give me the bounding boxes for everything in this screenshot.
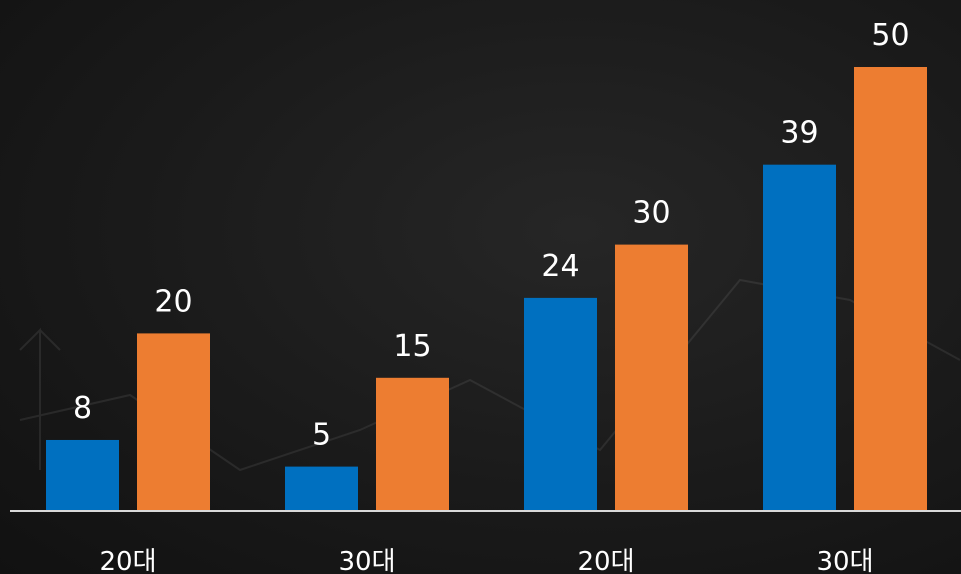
bar-3-series-2 bbox=[615, 244, 688, 511]
bars-group bbox=[46, 67, 927, 511]
x-tick-label-4: 30대 bbox=[816, 547, 873, 574]
data-label-3-series-1: 24 bbox=[541, 249, 579, 284]
bar-2-series-2 bbox=[376, 377, 449, 511]
data-label-1-series-2: 20 bbox=[154, 284, 192, 319]
data-label-3-series-2: 30 bbox=[632, 196, 670, 231]
data-label-1-series-1: 8 bbox=[73, 391, 92, 426]
data-label-2-series-1: 5 bbox=[312, 418, 331, 453]
bar-1-series-1 bbox=[46, 439, 119, 511]
data-label-4-series-2: 50 bbox=[871, 18, 909, 53]
bar-3-series-1 bbox=[524, 297, 597, 511]
bar-2-series-1 bbox=[285, 466, 358, 511]
data-label-4-series-1: 39 bbox=[780, 116, 818, 151]
x-tick-label-2: 30대 bbox=[338, 547, 395, 574]
x-tick-label-1: 20대 bbox=[99, 547, 156, 574]
bar-4-series-1 bbox=[763, 164, 836, 511]
bar-4-series-2 bbox=[854, 67, 927, 511]
x-tick-label-3: 20대 bbox=[577, 547, 634, 574]
data-label-2-series-2: 15 bbox=[393, 329, 431, 364]
x-tick-labels-group: 20대 30대 20대 30대 bbox=[99, 547, 873, 574]
bar-1-series-2 bbox=[137, 333, 210, 511]
data-labels-group: 8 20 5 15 24 30 39 50 bbox=[73, 18, 910, 453]
